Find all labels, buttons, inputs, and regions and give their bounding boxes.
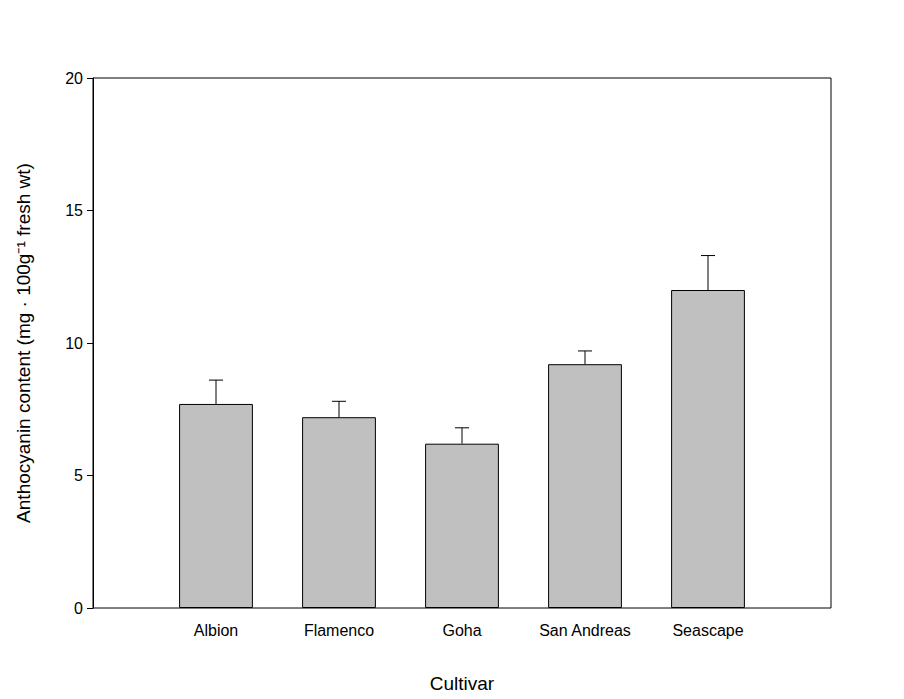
- svg-text:Goha: Goha: [442, 622, 481, 639]
- svg-text:10: 10: [65, 335, 83, 352]
- svg-text:Anthocyanin content (mg · 100g: Anthocyanin content (mg · 100g⁻¹ fresh w…: [13, 163, 34, 523]
- svg-text:Flamenco: Flamenco: [304, 622, 374, 639]
- svg-text:Cultivar: Cultivar: [430, 673, 495, 694]
- svg-text:0: 0: [74, 600, 83, 617]
- svg-text:15: 15: [65, 202, 83, 219]
- svg-text:Seascape: Seascape: [672, 622, 743, 639]
- svg-text:5: 5: [74, 467, 83, 484]
- svg-text:San Andreas: San Andreas: [539, 622, 631, 639]
- svg-text:Albion: Albion: [194, 622, 238, 639]
- svg-text:20: 20: [65, 70, 83, 87]
